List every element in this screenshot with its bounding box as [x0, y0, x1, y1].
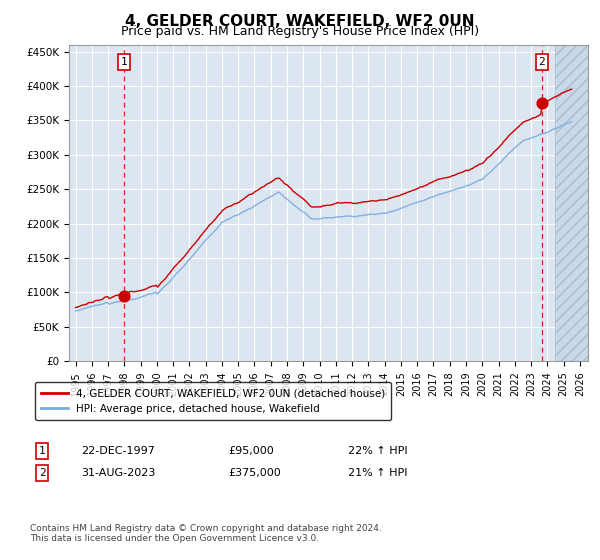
Text: £375,000: £375,000 [228, 468, 281, 478]
Text: 21% ↑ HPI: 21% ↑ HPI [348, 468, 407, 478]
Bar [556, 45, 588, 361]
Text: 4, GELDER COURT, WAKEFIELD, WF2 0UN: 4, GELDER COURT, WAKEFIELD, WF2 0UN [125, 14, 475, 29]
Text: 22-DEC-1997: 22-DEC-1997 [81, 446, 155, 456]
Text: 1: 1 [121, 57, 127, 67]
Point [119, 291, 128, 300]
Text: 1: 1 [38, 446, 46, 456]
Legend: 4, GELDER COURT, WAKEFIELD, WF2 0UN (detached house), HPI: Average price, detach: 4, GELDER COURT, WAKEFIELD, WF2 0UN (det… [35, 382, 391, 420]
Text: 2: 2 [539, 57, 545, 67]
Text: Price paid vs. HM Land Registry's House Price Index (HPI): Price paid vs. HM Land Registry's House … [121, 25, 479, 38]
Text: 22% ↑ HPI: 22% ↑ HPI [348, 446, 407, 456]
Text: 31-AUG-2023: 31-AUG-2023 [81, 468, 155, 478]
Text: Contains HM Land Registry data © Crown copyright and database right 2024.
This d: Contains HM Land Registry data © Crown c… [30, 524, 382, 543]
Point [537, 99, 547, 108]
Text: 2: 2 [38, 468, 46, 478]
Text: £95,000: £95,000 [228, 446, 274, 456]
